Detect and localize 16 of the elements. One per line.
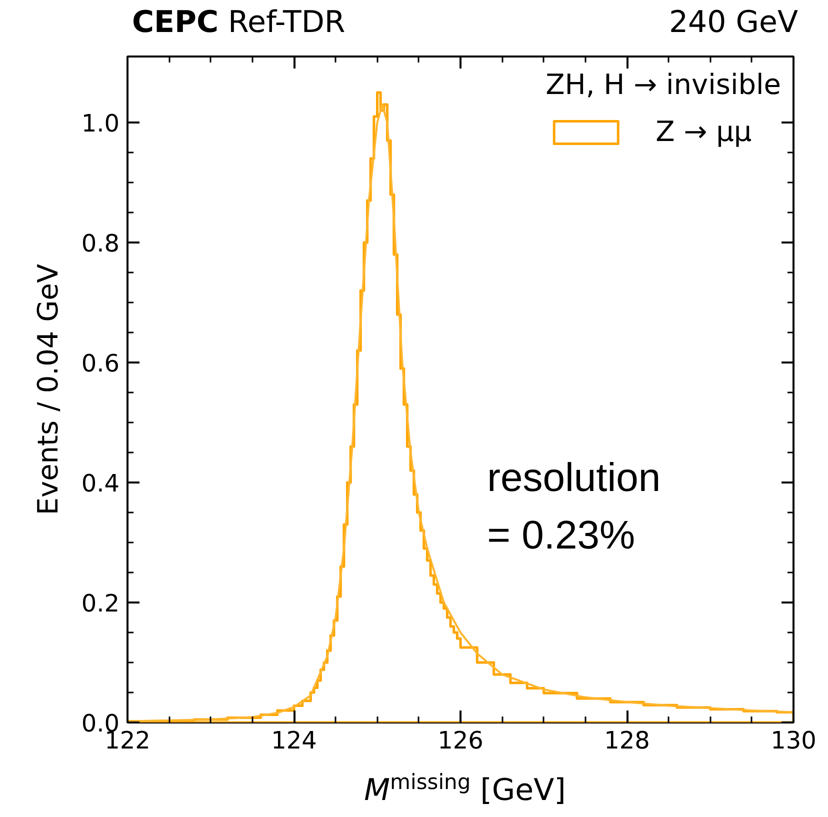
x-axis-title: M$^{missing}$ [GeV] [363, 770, 567, 808]
y-tick-label: 0.6 [81, 350, 120, 378]
x-tick-label: 124 [271, 726, 317, 754]
y-tick-label: 0.8 [81, 230, 120, 258]
y-tick-label: 0.2 [81, 590, 120, 618]
x-tick-label: 128 [604, 726, 650, 754]
legend-label: Z → μμ [656, 115, 752, 148]
x-tick-label: 130 [770, 726, 816, 754]
legend-title: ZH, H → invisible [546, 68, 781, 101]
annotation: resolution = 0.23% [487, 456, 661, 558]
chart-title: CEPC Ref-TDR [132, 5, 346, 41]
chart-subtitle: 240 GeV [668, 5, 798, 41]
y-axis-title: Events / 0.04 GeV [31, 264, 64, 516]
y-tick-label: 0.4 [81, 470, 120, 498]
y-tick-label: 1.0 [81, 110, 120, 138]
x-tick-label: 126 [438, 726, 484, 754]
